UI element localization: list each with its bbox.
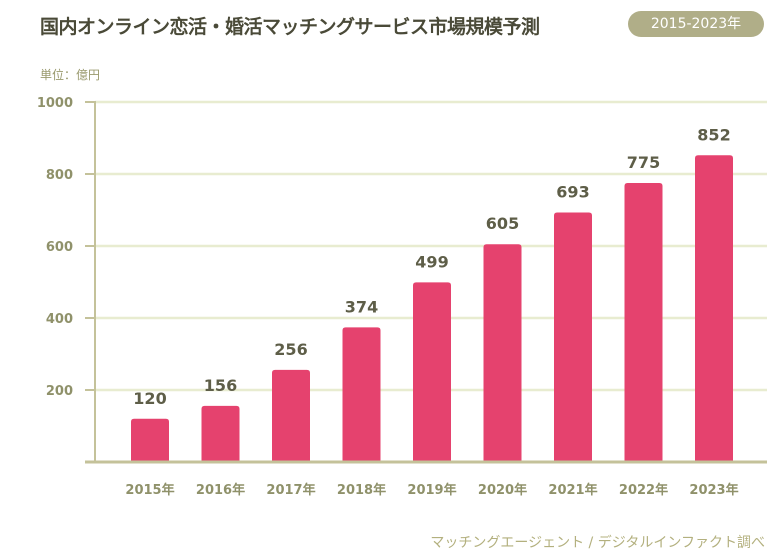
x-tick-label: 2017年 xyxy=(266,482,315,498)
y-tick-label: 800 xyxy=(46,168,73,183)
bar xyxy=(131,418,169,462)
data-label: 852 xyxy=(697,125,730,144)
data-label: 775 xyxy=(627,153,660,172)
y-tick-label: 600 xyxy=(46,240,73,255)
bar xyxy=(201,405,240,462)
x-tick-label: 2020年 xyxy=(478,482,527,498)
x-tick-label: 2021年 xyxy=(548,482,597,498)
y-tick-label: 1000 xyxy=(37,96,73,111)
y-tick-label: 400 xyxy=(46,312,73,327)
x-tick-label: 2018年 xyxy=(337,482,386,498)
bar xyxy=(342,327,381,462)
y-tick-label: 200 xyxy=(46,384,73,399)
data-label: 499 xyxy=(415,252,448,271)
data-label: 156 xyxy=(204,376,237,395)
x-tick-label: 2022年 xyxy=(619,482,668,498)
unit-label: 単位：億円 xyxy=(40,68,101,82)
bar xyxy=(554,212,592,462)
bar xyxy=(272,369,310,462)
x-tick-label: 2016年 xyxy=(196,482,245,498)
data-label: 120 xyxy=(133,389,166,408)
source-note: マッチングエージェント / デジタルインファクト調べ xyxy=(430,535,765,551)
chart-title: 国内オンライン恋活・婚活マッチングサービス市場規模予測 xyxy=(40,16,540,38)
data-label: 374 xyxy=(345,297,378,316)
data-label: 605 xyxy=(486,214,519,233)
bar xyxy=(483,244,522,462)
data-label: 693 xyxy=(556,183,589,202)
data-label: 256 xyxy=(274,340,307,359)
period-badge: 2015-2023年 xyxy=(628,11,764,37)
x-tick-label: 2019年 xyxy=(407,482,456,498)
x-tick-label: 2023年 xyxy=(689,482,738,498)
bar xyxy=(695,155,733,462)
x-tick-label: 2015年 xyxy=(125,482,174,498)
bar xyxy=(413,282,451,462)
bar xyxy=(624,183,663,462)
